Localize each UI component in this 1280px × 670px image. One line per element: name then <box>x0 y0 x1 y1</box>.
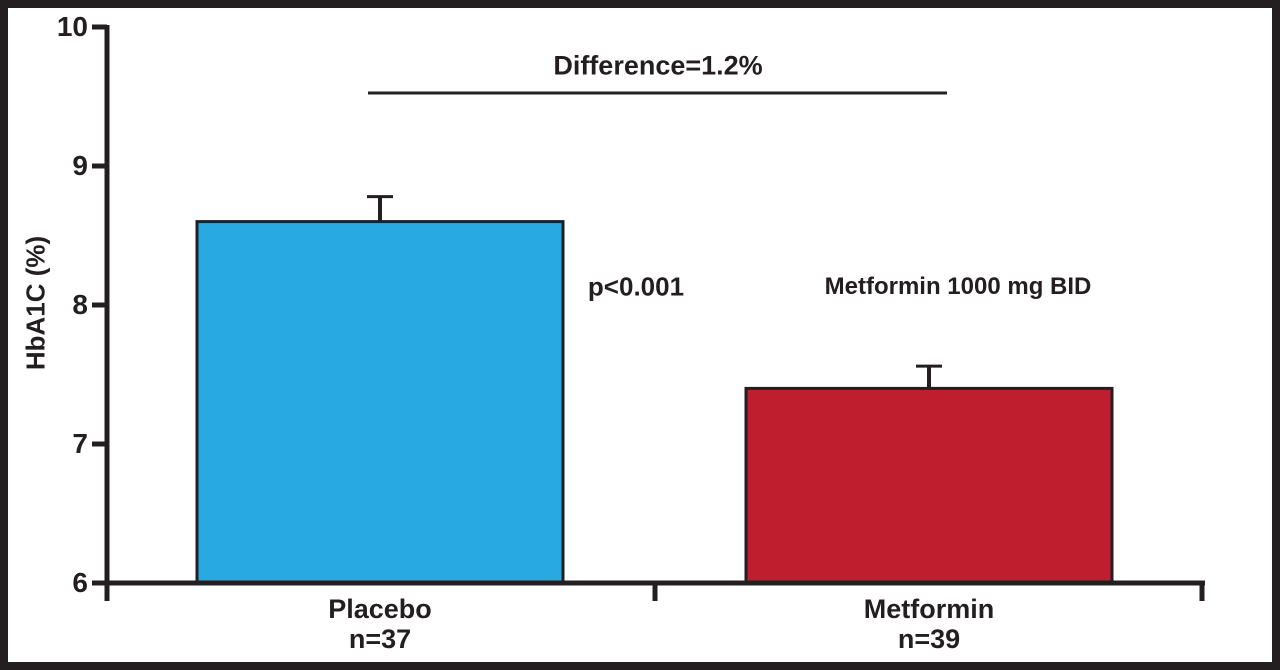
category-label: Placebo <box>328 594 432 624</box>
p-value-annotation: p<0.001 <box>587 271 685 302</box>
category-sublabel: n=39 <box>897 624 961 654</box>
y-tick-label: 8 <box>72 289 88 320</box>
category-label: Metformin <box>863 594 995 624</box>
y-tick-label: 9 <box>72 150 88 181</box>
y-tick-label: 10 <box>56 11 88 42</box>
y-tick-label: 7 <box>72 428 88 459</box>
difference-annotation: Difference=1.2% <box>553 50 763 81</box>
bar-metformin <box>744 386 1114 585</box>
treatment-annotation: Metformin 1000 mg BID <box>824 273 1092 300</box>
y-tick-label: 6 <box>72 567 88 598</box>
bar-placebo <box>195 220 565 585</box>
category-sublabel: n=37 <box>348 624 412 654</box>
